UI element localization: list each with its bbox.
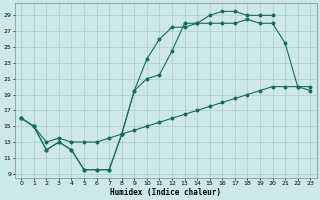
- X-axis label: Humidex (Indice chaleur): Humidex (Indice chaleur): [110, 188, 221, 197]
